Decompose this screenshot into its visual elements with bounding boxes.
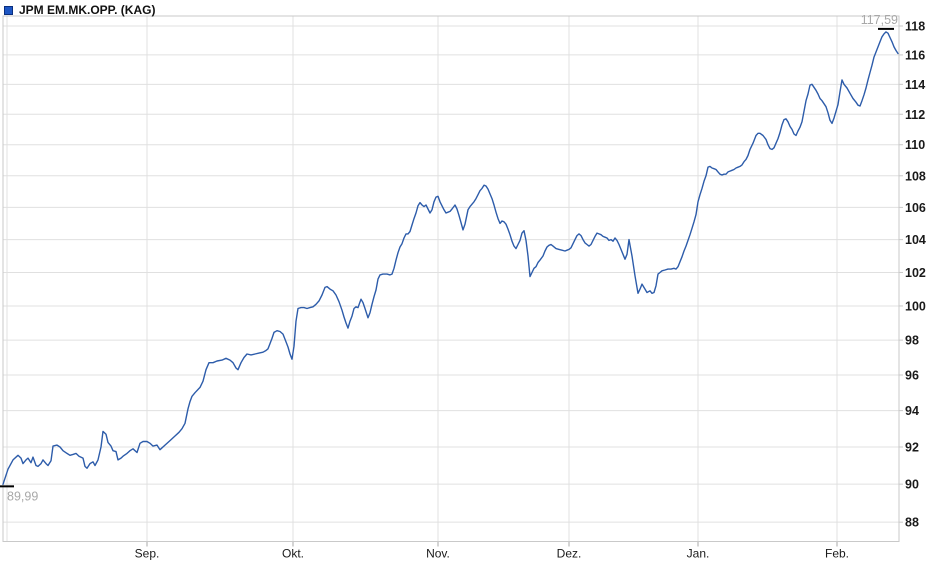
plot-border (2, 15, 900, 542)
y-axis-label: 100 (905, 299, 926, 313)
price-line (2, 31, 899, 485)
high-value-label: 117,59 (861, 13, 898, 27)
y-axis-label: 98 (905, 334, 919, 348)
y-axis-label: 114 (905, 78, 925, 92)
y-axis-label: 106 (905, 201, 926, 215)
x-axis-label: Sep. (135, 547, 160, 561)
y-axis-label: 104 (905, 233, 926, 247)
y-axis-label: 90 (905, 478, 919, 492)
x-axis-label: Nov. (426, 547, 450, 561)
x-axis-label: Feb. (825, 547, 849, 561)
y-axis-label: 102 (905, 266, 926, 280)
y-axis-label: 116 (905, 48, 925, 62)
y-axis-label: 108 (905, 169, 926, 183)
y-axis-label: 94 (905, 404, 919, 418)
y-axis-label: 92 (905, 440, 919, 454)
series-color-swatch-icon (4, 6, 13, 15)
low-value-label: 89,99 (7, 489, 38, 503)
x-axis-label: Dez. (557, 547, 582, 561)
y-axis-label: 118 (905, 20, 925, 34)
x-axis-label: Okt. (282, 547, 304, 561)
chart-title: JPM EM.MK.OPP. (KAG) (19, 3, 156, 17)
y-axis-label: 112 (905, 108, 925, 122)
y-axis-label: 110 (905, 138, 925, 152)
chart-legend: JPM EM.MK.OPP. (KAG) (4, 3, 155, 17)
y-axis-label: 88 (905, 516, 919, 530)
x-axis-label: Jan. (687, 547, 710, 561)
y-axis-label: 96 (905, 368, 919, 382)
